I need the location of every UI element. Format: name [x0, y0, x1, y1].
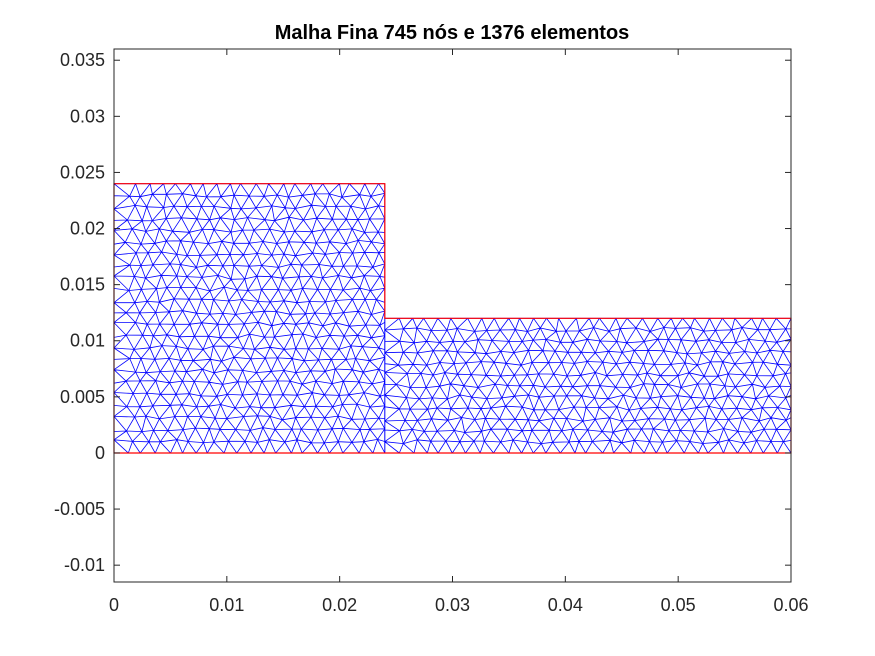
y-tick-label: 0.01 — [70, 331, 105, 351]
chart-title: Malha Fina 745 nós e 1376 elementos — [275, 22, 630, 44]
y-tick-label: 0.035 — [60, 50, 105, 70]
x-tick-label: 0.06 — [773, 595, 808, 615]
y-tick-label: 0 — [95, 443, 105, 463]
y-tick-label: 0.025 — [60, 162, 105, 182]
y-tick-label: -0.01 — [64, 555, 105, 575]
y-axis: -0.01 -0.005 0 0.005 0.01 0.015 0.02 0.025 0.03 0… — [54, 50, 791, 575]
y-tick-label: 0.005 — [60, 387, 105, 407]
x-tick-label: 0.04 — [548, 595, 583, 615]
y-tick-label: 0.015 — [60, 275, 105, 295]
y-tick-label: 0.03 — [70, 106, 105, 126]
x-tick-label: 0.02 — [322, 595, 357, 615]
x-axis: 0 0.01 0.02 0.03 0.04 0.05 0.06 — [109, 49, 809, 615]
x-tick-label: 0.01 — [209, 595, 244, 615]
y-tick-label: -0.005 — [54, 499, 105, 519]
x-tick-label: 0 — [109, 595, 119, 615]
y-tick-label: 0.02 — [70, 219, 105, 239]
x-tick-label: 0.03 — [435, 595, 470, 615]
x-tick-label: 0.05 — [661, 595, 696, 615]
